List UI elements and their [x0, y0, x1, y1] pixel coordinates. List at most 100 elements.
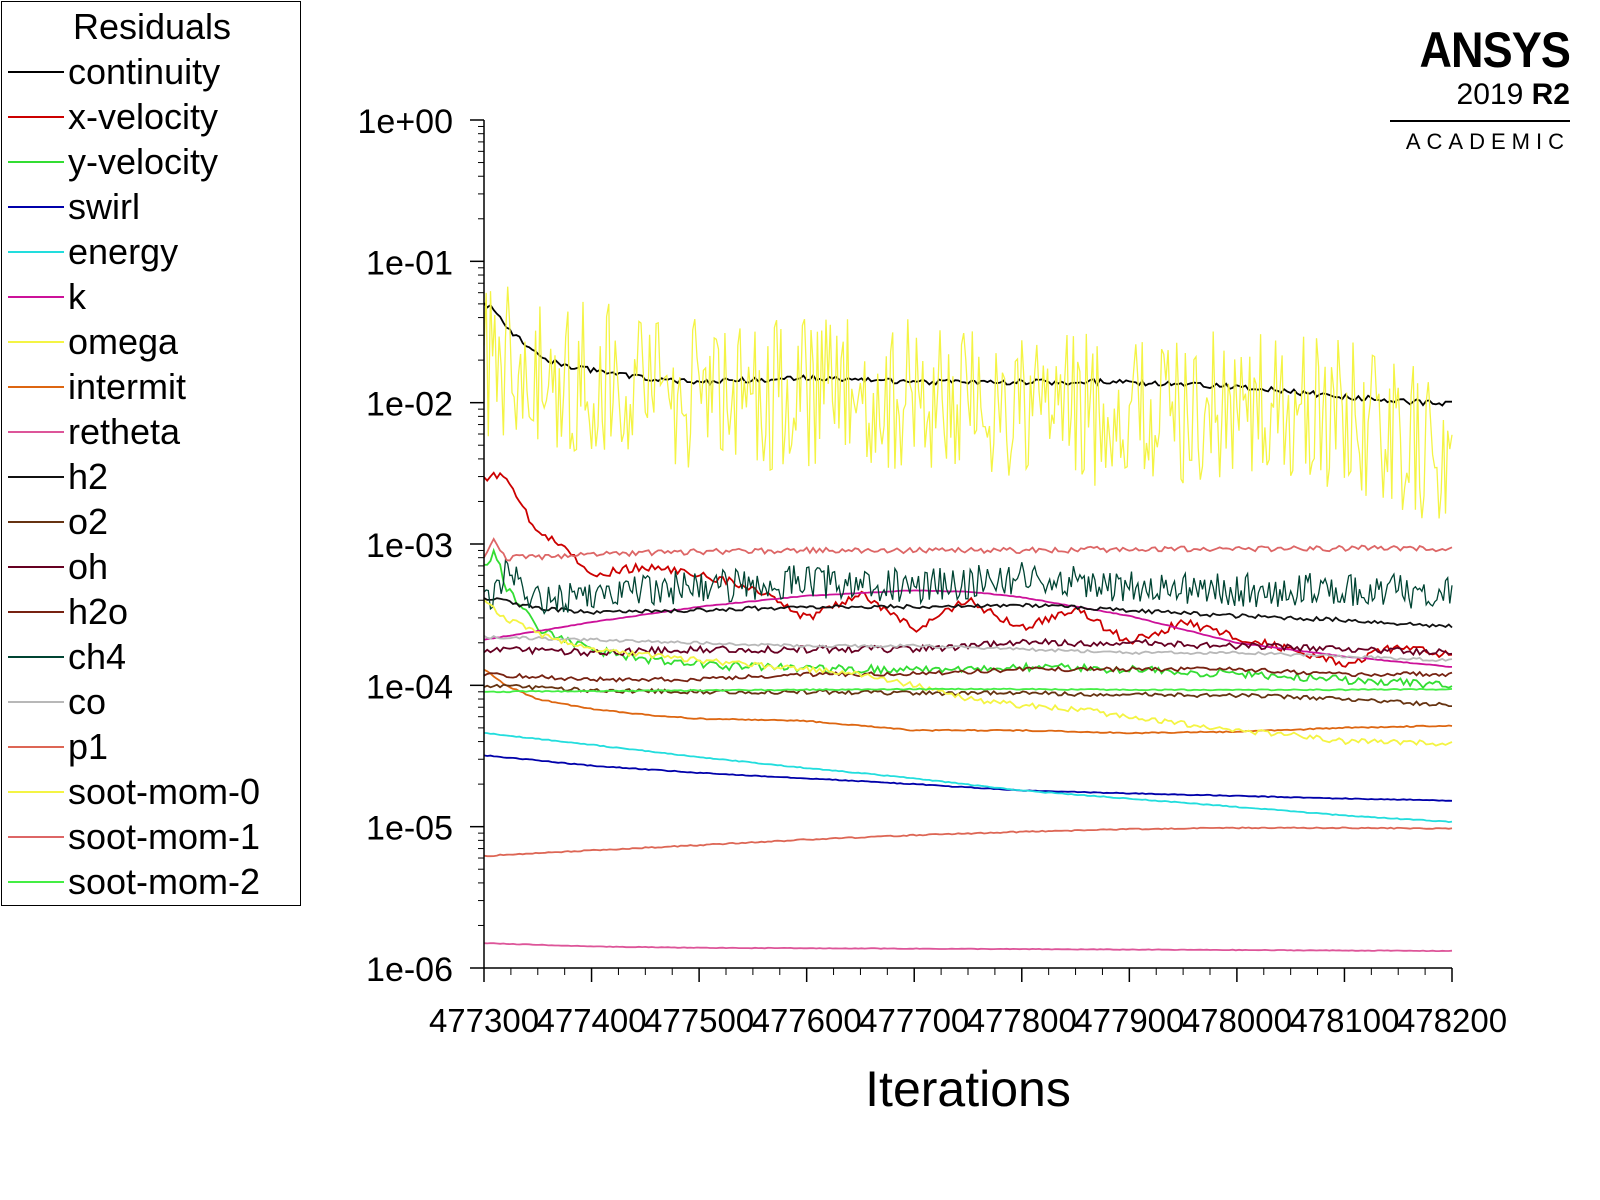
y-tick-label: 1e+00 [358, 103, 454, 141]
series-line-continuity [483, 302, 1452, 407]
series-line-soot-mom-2 [484, 687, 1453, 694]
brand-divider [1390, 120, 1570, 122]
y-tick-label: 1e-02 [366, 386, 453, 424]
series-line-h2o [483, 665, 1453, 683]
legend-swatch [8, 476, 64, 478]
y-tick-label: 1e-01 [366, 244, 453, 282]
brand-name: ANSYS [1419, 22, 1570, 78]
plot-lines [483, 286, 1453, 953]
series-line-x-velocity [483, 471, 1453, 668]
y-tick-label: 1e-06 [366, 951, 453, 989]
legend-item-oh: oh [2, 544, 300, 589]
legend-label: energy [68, 231, 179, 272]
legend-item-co: co [2, 679, 300, 724]
series-line-p1 [483, 826, 1453, 858]
legend-item-omega: omega [2, 319, 300, 364]
legend-label: h2o [68, 591, 129, 632]
brand-version: 2019 R2 [1390, 78, 1570, 112]
legend-label: o2 [68, 501, 109, 542]
legend-label: y-velocity [68, 141, 219, 182]
brand-release: R2 [1531, 78, 1570, 111]
legend-swatch [8, 656, 64, 658]
legend-swatch [8, 431, 64, 433]
x-tick-label: 477500 [644, 1002, 754, 1039]
brand-logo: ANSYS 2019 R2 ACADEMIC [1390, 22, 1571, 154]
legend-item-energy: energy [2, 229, 300, 274]
series-line-swirl [483, 754, 1453, 802]
legend-item-k: k [2, 274, 300, 319]
legend-swatch [8, 881, 64, 883]
legend-item-soot-mom-2: soot-mom-2 [2, 859, 300, 904]
legend-swatch [8, 341, 64, 343]
legend-item-swirl: swirl [2, 184, 300, 229]
series-line-co [483, 635, 1453, 663]
legend-label: swirl [68, 186, 140, 227]
legend-label: co [68, 681, 107, 722]
legend-label: continuity [68, 51, 221, 92]
legend-label: retheta [68, 411, 181, 452]
x-tick-label: 477800 [967, 1002, 1077, 1039]
legend-item-h2o: h2o [2, 589, 300, 634]
legend-item-h2: h2 [2, 454, 300, 499]
x-tick-label: 478000 [1182, 1002, 1292, 1039]
legend-swatch [8, 836, 64, 838]
legend-item-retheta: retheta [2, 409, 300, 454]
x-tick-label: 478100 [1289, 1002, 1399, 1039]
legend-label: soot-mom-0 [68, 771, 261, 812]
legend-swatch [8, 71, 64, 73]
legend-swatch [8, 206, 64, 208]
legend-title: Residuals [72, 6, 232, 47]
legend-label: ch4 [68, 636, 127, 677]
series-line-y-velocity [483, 547, 1453, 690]
y-tick-label: 1e-05 [366, 810, 453, 848]
series-line-soot-mom-0 [483, 599, 1453, 747]
series-line-omega [483, 286, 1453, 519]
legend-item-ch4: ch4 [2, 634, 300, 679]
series-line-o2 [483, 683, 1452, 707]
legend-item-o2: o2 [2, 499, 300, 544]
brand-version-year: 2019 [1456, 78, 1524, 111]
legend-item-x-velocity: x-velocity [2, 94, 300, 139]
x-tick-label: 477700 [859, 1002, 969, 1039]
x-axis-label: Iterations [865, 1061, 1071, 1117]
x-tick-label: 477600 [752, 1002, 862, 1039]
legend-swatch [8, 791, 64, 793]
legend-swatch [8, 746, 64, 748]
legend-item-p1: p1 [2, 724, 300, 769]
y-tick-label: 1e-04 [366, 668, 453, 706]
legend-label: k [68, 276, 86, 317]
x-axis: 4773004774004775004776004777004778004779… [429, 967, 1507, 1039]
legend-label: omega [68, 321, 179, 362]
legend-item-soot-mom-0: soot-mom-0 [2, 769, 300, 814]
x-tick-label: 477400 [536, 1002, 646, 1039]
series-line-h2 [483, 597, 1453, 629]
legend-swatch [8, 161, 64, 163]
series-line-ch4 [483, 557, 1453, 615]
legend-swatch [8, 521, 64, 523]
series-line-soot-mom-1 [483, 537, 1453, 562]
series-line-intermit [483, 668, 1453, 735]
legend-label: intermit [68, 366, 187, 407]
legend-swatch [8, 611, 64, 613]
legend-label: soot-mom-2 [68, 861, 261, 902]
legend-label: p1 [68, 726, 109, 767]
legend-item-intermit: intermit [2, 364, 300, 409]
legend-swatch [8, 251, 64, 253]
series-line-retheta [483, 942, 1453, 953]
x-tick-label: 478200 [1397, 1002, 1507, 1039]
legend: Residuals continuity x-velocity y-velocity… [1, 1, 301, 906]
x-tick-label: 477900 [1074, 1002, 1184, 1039]
legend-label: x-velocity [68, 96, 219, 137]
legend-item-continuity: continuity [2, 49, 300, 94]
series-line-energy [483, 732, 1453, 824]
legend-label: h2 [68, 456, 109, 497]
y-tick-label: 1e-03 [366, 527, 453, 565]
legend-swatch [8, 296, 64, 298]
legend-swatch [8, 116, 64, 118]
legend-swatch [8, 566, 64, 568]
legend-item-soot-mom-1: soot-mom-1 [2, 814, 300, 859]
legend-swatch [8, 701, 64, 703]
brand-edition: ACADEMIC [1405, 129, 1570, 154]
y-axis: 1e+00 1e-01 1e-02 1e-03 1e-04 1e-05 1e-06 [358, 103, 485, 989]
